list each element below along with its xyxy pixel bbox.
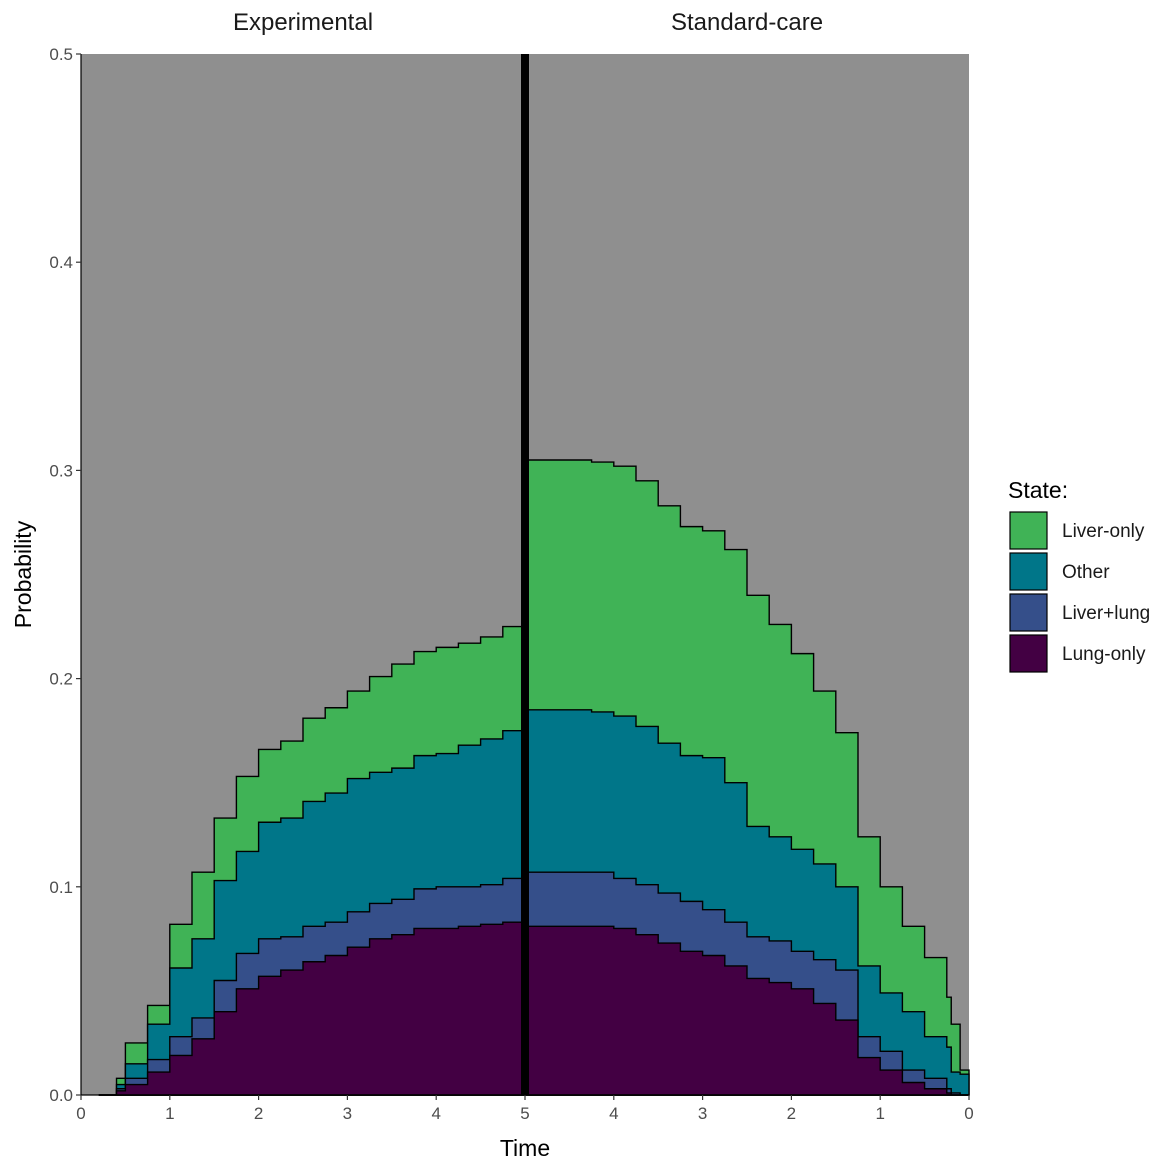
x-tick-label: 0: [76, 1104, 85, 1123]
x-tick-label: 2: [254, 1104, 263, 1123]
legend-key-liver-lung: [1009, 593, 1048, 632]
area-experimental-lung-only: [98, 920, 526, 1096]
x-axis-title: Time: [500, 1135, 550, 1161]
x-tick-label: 4: [609, 1104, 618, 1123]
legend-label: Liver+lung: [1062, 603, 1150, 624]
x-tick-label: 3: [343, 1104, 352, 1123]
y-tick-label: 0.0: [49, 1086, 73, 1105]
y-axis-title: Probability: [10, 520, 36, 628]
panel-divider: [521, 54, 529, 1095]
legend-label: Other: [1062, 562, 1110, 583]
area-layers: [98, 459, 970, 1096]
legend-label: Liver-only: [1062, 521, 1145, 542]
y-tick-label: 0.4: [49, 253, 73, 272]
legend-key-other: [1009, 552, 1048, 591]
x-tick-label: 1: [875, 1104, 884, 1123]
legend-title: State:: [1008, 477, 1068, 503]
legend-key-liver-only: [1009, 511, 1048, 550]
y-tick-label: 0.1: [49, 878, 73, 897]
x-tick-label: 1: [165, 1104, 174, 1123]
x-tick-label: 5: [520, 1104, 529, 1123]
y-tick-label: 0.5: [49, 45, 73, 64]
legend: State: Liver-only Other Liver+lung Lung-onl…: [1008, 477, 1150, 673]
x-tick-label: 0: [964, 1104, 973, 1123]
y-tick-label: 0.2: [49, 670, 73, 689]
axes: 0.0 0.1 0.2 0.3 0.4 0.5 0 1 2 3 4 5 4 3 2 1 0: [49, 45, 973, 1123]
facet-label-standard-care: Standard-care: [671, 9, 823, 36]
legend-label: Lung-only: [1062, 644, 1146, 665]
facet-label-experimental: Experimental: [233, 9, 373, 36]
x-tick-label: 4: [431, 1104, 440, 1123]
y-tick-label: 0.3: [49, 461, 73, 480]
area-standard-care-lung-only: [524, 925, 969, 1096]
legend-key-lung-only: [1009, 634, 1048, 673]
x-tick-label: 3: [698, 1104, 707, 1123]
x-tick-label: 2: [787, 1104, 796, 1123]
